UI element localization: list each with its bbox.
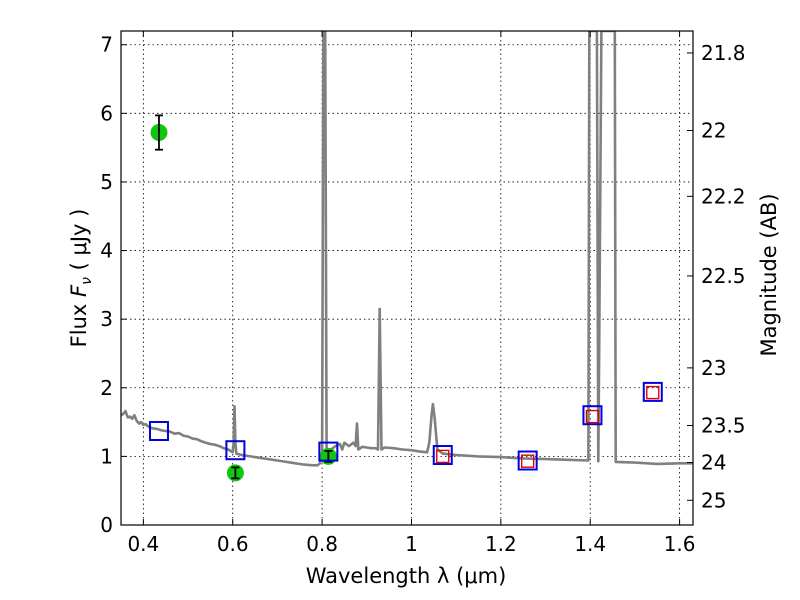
y-tick-label: 5 (100, 170, 113, 194)
y-tick-label: 7 (100, 33, 113, 57)
model-box-marker (148, 421, 169, 442)
model-box-marker (225, 440, 246, 461)
x-tick-label: 1.6 (664, 532, 696, 556)
model-box-marker (582, 405, 603, 426)
y-tick-label: 3 (100, 307, 113, 331)
right-tick-label: 22 (701, 118, 726, 142)
x-tick-label: 1 (405, 532, 418, 556)
model-box-marker (642, 381, 663, 402)
right-tick-label: 22.2 (701, 184, 746, 208)
right-tick-label: 25 (701, 488, 726, 512)
right-tick-label: 23.5 (701, 414, 746, 438)
plot-frame (120, 30, 694, 526)
model-box-marker (517, 450, 538, 471)
right-tick-label: 21.8 (701, 41, 746, 65)
x-axis-label: Wavelength λ (μm) (306, 564, 507, 588)
model-square-marker (585, 409, 600, 424)
model-box-marker (318, 441, 339, 462)
right-tick-label: 23 (701, 356, 726, 380)
x-tick-label: 0.4 (127, 532, 159, 556)
y-tick-label: 0 (100, 513, 113, 537)
x-tick-label: 1.4 (574, 532, 606, 556)
y-axis-label-left: Flux Fν ( μJy ) (67, 209, 95, 348)
y-axis-label-right: Magnitude (AB) (757, 193, 781, 356)
spectrum-line (121, 31, 693, 467)
tick-marks (121, 31, 693, 526)
y-tick-label: 6 (100, 101, 113, 125)
x-tick-label: 0.8 (306, 532, 338, 556)
x-tick-label: 1.2 (485, 532, 517, 556)
y-tick-label: 1 (100, 444, 113, 468)
model-square-marker (646, 385, 660, 400)
model-square-marker (520, 454, 535, 468)
markers-layer (148, 114, 663, 482)
model-square-marker (436, 449, 450, 464)
right-tick-label: 24 (701, 451, 726, 475)
x-tick-label: 0.6 (217, 532, 249, 556)
right-tick-label: 22.5 (701, 264, 746, 288)
y-tick-label: 2 (100, 376, 113, 400)
model-box-marker (432, 445, 453, 466)
y-tick-label: 4 (100, 239, 113, 263)
plot-area (121, 31, 693, 467)
